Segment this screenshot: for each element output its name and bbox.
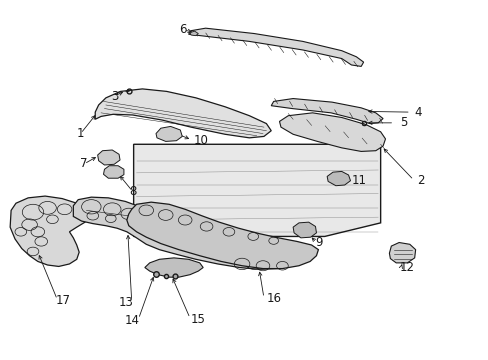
Polygon shape	[95, 89, 271, 138]
Polygon shape	[292, 222, 316, 238]
Text: 14: 14	[125, 314, 140, 327]
Polygon shape	[188, 28, 363, 66]
Text: 12: 12	[399, 261, 414, 274]
Text: 11: 11	[351, 174, 366, 186]
Text: 16: 16	[266, 292, 281, 305]
Polygon shape	[10, 196, 89, 266]
Polygon shape	[73, 197, 306, 269]
Text: 4: 4	[414, 105, 421, 119]
Polygon shape	[133, 144, 380, 237]
Text: 6: 6	[178, 23, 186, 36]
Text: 13: 13	[119, 296, 133, 309]
Text: 10: 10	[193, 134, 208, 147]
Polygon shape	[326, 171, 350, 186]
Polygon shape	[271, 99, 382, 123]
Text: 15: 15	[191, 313, 205, 326]
Text: 7: 7	[80, 157, 88, 170]
Text: 1: 1	[77, 127, 84, 140]
Polygon shape	[98, 150, 120, 165]
Polygon shape	[126, 202, 318, 269]
Text: 5: 5	[399, 116, 407, 129]
Text: 17: 17	[56, 294, 71, 307]
Text: 8: 8	[129, 185, 136, 198]
Text: 2: 2	[416, 174, 424, 186]
Polygon shape	[279, 113, 385, 152]
Polygon shape	[103, 166, 123, 178]
Polygon shape	[156, 126, 182, 141]
Text: 9: 9	[314, 236, 322, 249]
Polygon shape	[144, 258, 203, 277]
Text: 3: 3	[110, 90, 118, 103]
Polygon shape	[388, 243, 415, 263]
Polygon shape	[190, 31, 198, 36]
